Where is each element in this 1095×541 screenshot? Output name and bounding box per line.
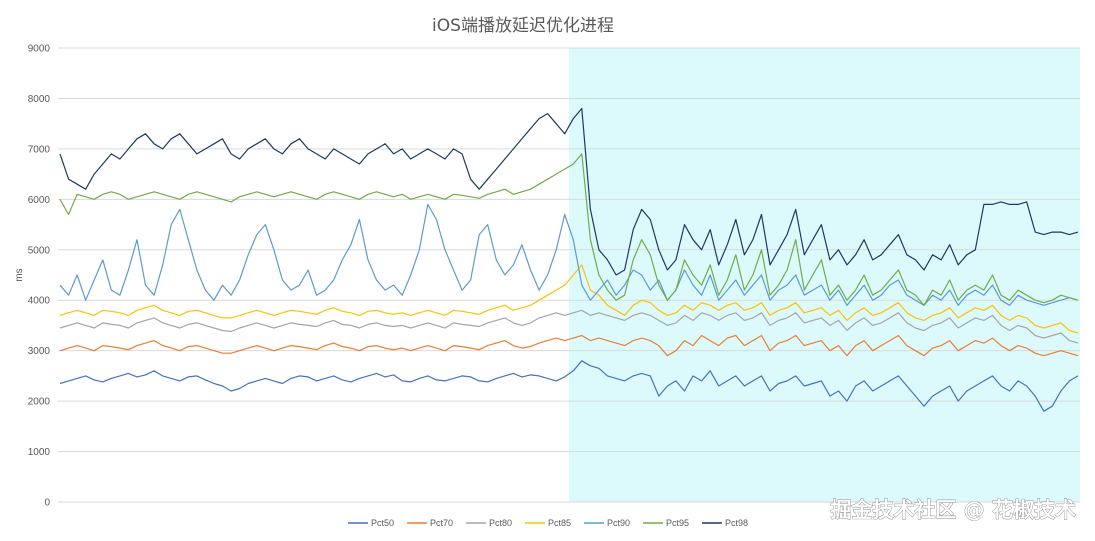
series-line-pct70	[59, 334, 1079, 357]
legend-label: Pct85	[548, 518, 571, 528]
y-tick-label: 1000	[28, 447, 51, 458]
legend-label: Pct90	[607, 518, 630, 528]
y-tick-label: 8000	[28, 94, 51, 105]
series-line-pct95	[59, 153, 1079, 306]
legend-label: Pct98	[725, 518, 748, 528]
legend-label: Pct95	[666, 518, 689, 528]
y-tick-label: 9000	[28, 44, 51, 55]
legend-item-pct85: Pct85	[525, 518, 571, 528]
series-line-pct90	[59, 203, 1079, 306]
watermark: 掘金技术社区 @ 花椒技术	[830, 498, 1076, 522]
series-line-pct98	[59, 107, 1079, 276]
legend-label: Pct50	[371, 518, 394, 528]
series-line-pct50	[59, 360, 1079, 412]
y-tick-label: 2000	[28, 397, 51, 408]
legend-item-pct98: Pct98	[702, 518, 748, 528]
series-line-pct85	[59, 264, 1079, 334]
y-tick-label: 0	[44, 498, 50, 509]
legend-item-pct90: Pct90	[584, 518, 630, 528]
y-tick-label: 7000	[28, 144, 51, 155]
legend-item-pct80: Pct80	[466, 518, 512, 528]
chart-title: iOS端播放延迟优化进程	[432, 16, 614, 36]
legend-item-pct50: Pct50	[348, 518, 394, 528]
y-tick-label: 3000	[28, 346, 51, 357]
y-tick-label: 5000	[28, 245, 51, 256]
legend-item-pct70: Pct70	[407, 518, 453, 528]
legend-item-pct95: Pct95	[643, 518, 689, 528]
series-line-pct80	[59, 309, 1079, 344]
legend-label: Pct80	[489, 518, 512, 528]
y-axis-label: ms	[14, 268, 25, 281]
legend: Pct50 Pct70 Pct80 Pct85 Pct90 Pct95 Pct98	[348, 518, 748, 528]
y-tick-label: 4000	[28, 296, 51, 307]
y-tick-label: 6000	[28, 195, 51, 206]
series-lines	[59, 107, 1079, 412]
y-axis-ticks: 0 1000 2000 3000 4000 5000 6000 7000 8000 9000	[28, 44, 51, 509]
legend-label: Pct70	[430, 518, 453, 528]
